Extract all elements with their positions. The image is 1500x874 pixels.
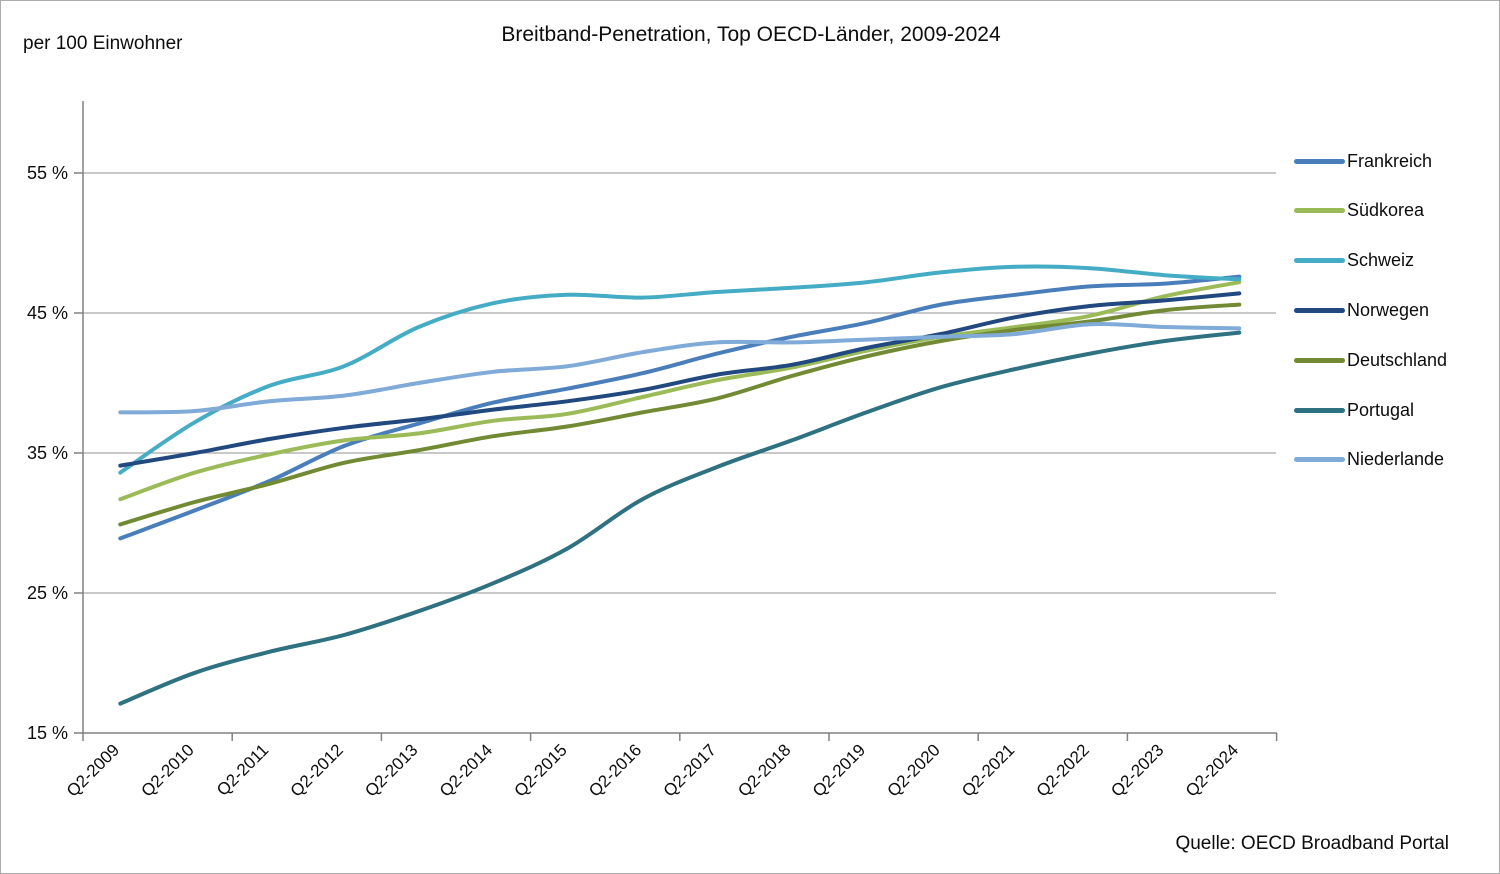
series-line-niederlande [118,321,1242,415]
series-line-frankreich [118,274,1242,541]
legend-label-schweiz: Schweiz [1347,250,1415,271]
x-tick-label: Q2-2018 [734,740,794,800]
source-caption: Quelle: OECD Broadband Portal [1175,833,1449,854]
legend-item-niederlande: Niederlande [1294,449,1445,470]
x-tick-label: Q2-2022 [1033,740,1093,800]
y-tick-label: 25 % [27,583,68,603]
x-tick-label: Q2-2016 [585,740,645,800]
legend-label-niederlande: Niederlande [1347,449,1445,470]
legend-item-schweiz: Schweiz [1294,250,1415,271]
x-tick-label: Q2-2015 [511,740,571,800]
x-tick-label: Q2-2023 [1107,740,1167,800]
x-tick-label: Q2-2009 [63,740,123,800]
x-tick-label: Q2-2013 [361,740,421,800]
x-tick-label: Q2-2010 [138,740,198,800]
legend-swatch-frankreich [1294,158,1345,164]
legend-swatch-schweiz [1294,258,1345,264]
y-tick-label: 35 % [27,443,68,463]
legend-label-norwegen: Norwegen [1347,299,1430,320]
series-line-schweiz [118,264,1242,475]
y-tick-label: 45 % [27,303,68,323]
legend-swatch-norwegen [1294,307,1345,313]
legend-swatch-sudkorea [1294,208,1345,214]
series-line-sudkorea [118,280,1242,502]
legend-item-portugal: Portugal [1294,400,1414,420]
x-tick-label: Q2-2020 [884,740,944,800]
x-tick-label: Q2-2011 [213,740,272,799]
chart-title: Breitband-Penetration, Top OECD-Länder, … [501,23,1001,46]
legend-label-deutschland: Deutschland [1347,349,1448,370]
y-axis-unit-label: per 100 Einwohner [23,33,183,54]
x-tick-label: Q2-2024 [1182,740,1242,800]
series-line-portugal [118,330,1242,706]
x-tick-label: Q2-2012 [287,740,347,800]
legend-item-deutschland: Deutschland [1294,350,1447,370]
legend-label-portugal: Portugal [1347,399,1415,420]
x-tick-label: Q2-2014 [436,740,496,800]
legend-label-frankreich: Frankreich [1347,150,1433,171]
legend-swatch-niederlande [1294,457,1345,463]
series-line-deutschland [118,302,1242,527]
legend-item-frankreich: Frankreich [1294,151,1432,171]
legend-label-sudkorea: Südkorea [1347,200,1425,221]
x-tick-label: Q2-2019 [809,740,869,800]
legend-item-sudkorea: Südkorea [1294,200,1425,221]
legend-item-norwegen: Norwegen [1294,300,1429,320]
y-tick-label: 15 % [27,723,68,743]
series-line-norwegen [118,291,1242,468]
legend-swatch-portugal [1294,407,1345,413]
x-tick-label: Q2-2017 [660,740,720,800]
legend-swatch-deutschland [1294,357,1345,363]
y-tick-label: 55 % [27,163,68,183]
x-tick-label: Q2-2021 [958,740,1018,800]
